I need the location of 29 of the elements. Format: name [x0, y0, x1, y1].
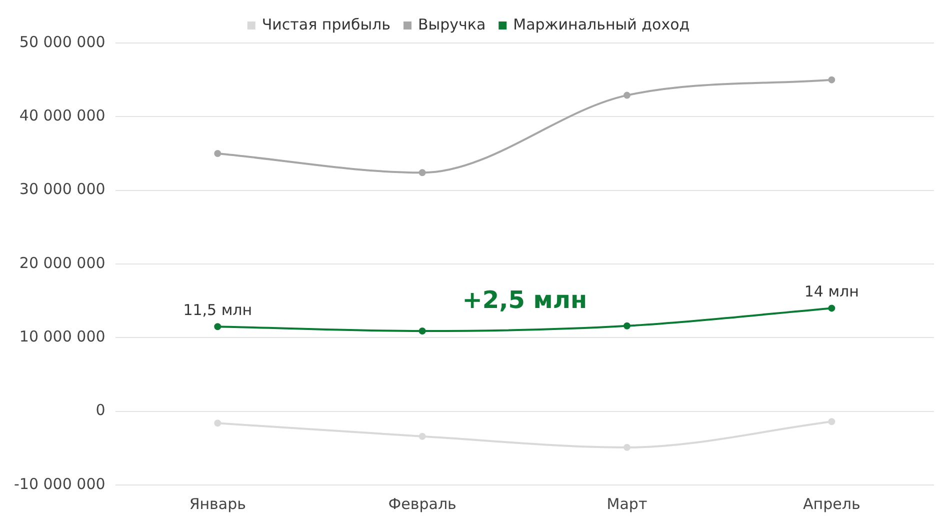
legend-label: Выручка	[418, 15, 486, 34]
point	[418, 328, 426, 335]
point	[418, 432, 426, 440]
point	[214, 323, 222, 330]
point	[828, 418, 836, 426]
point	[623, 92, 630, 99]
x-tick-label: Март	[606, 494, 648, 513]
point	[623, 322, 630, 330]
point	[214, 150, 222, 157]
y-tick-label: -10 000 000	[14, 474, 106, 493]
annotation: +2,5 млн	[462, 286, 588, 314]
y-tick-label: 40 000 000	[19, 106, 106, 125]
y-tick-label: 30 000 000	[19, 180, 106, 198]
x-tick-label: Январь	[189, 494, 246, 513]
annotation: 14 млн	[804, 282, 859, 301]
point	[214, 420, 222, 427]
x-tick-label: Апрель	[803, 494, 860, 513]
point	[828, 304, 836, 312]
annotation: 11,5 млн	[183, 301, 252, 320]
legend-label: Чистая прибыль	[262, 15, 390, 34]
point	[418, 169, 426, 176]
y-tick-label: 10 000 000	[19, 328, 106, 346]
legend-label: Маржинальный доход	[513, 15, 690, 34]
y-tick-label: 20 000 000	[19, 254, 106, 272]
y-tick-label: 0	[96, 401, 106, 420]
y-tick-label: 50 000 000	[19, 32, 106, 51]
point	[623, 444, 630, 451]
x-tick-label: Февраль	[388, 494, 456, 513]
point	[828, 76, 836, 84]
